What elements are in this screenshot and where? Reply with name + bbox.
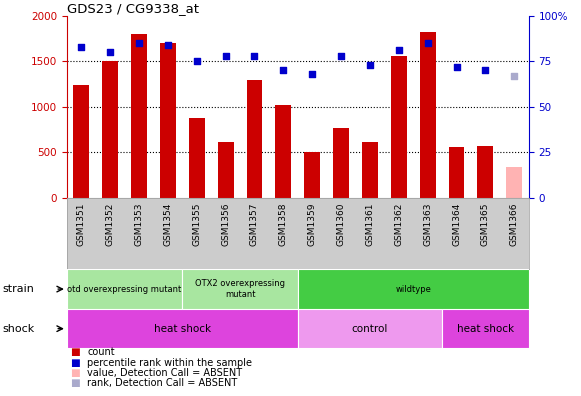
- Bar: [182, 269, 297, 309]
- Text: GSM1359: GSM1359: [308, 203, 317, 246]
- Bar: [333, 128, 349, 198]
- Text: GSM1354: GSM1354: [163, 203, 173, 246]
- Bar: [442, 309, 529, 348]
- Text: control: control: [352, 324, 388, 334]
- Text: GSM1356: GSM1356: [221, 203, 230, 246]
- Bar: [391, 56, 407, 198]
- Text: GSM1351: GSM1351: [77, 203, 86, 246]
- Text: heat shock: heat shock: [154, 324, 211, 334]
- Bar: [67, 309, 298, 348]
- Text: strain: strain: [3, 284, 35, 294]
- Text: GSM1363: GSM1363: [423, 203, 432, 246]
- Bar: [189, 118, 205, 198]
- Point: [192, 58, 202, 65]
- Bar: [362, 141, 378, 198]
- Text: heat shock: heat shock: [457, 324, 514, 334]
- Bar: [478, 146, 493, 198]
- Text: GSM1364: GSM1364: [452, 203, 461, 246]
- Text: OTX2 overexpressing
mutant: OTX2 overexpressing mutant: [195, 280, 285, 299]
- Text: GSM1362: GSM1362: [394, 203, 403, 246]
- Point: [77, 44, 86, 50]
- Text: GDS23 / CG9338_at: GDS23 / CG9338_at: [67, 2, 199, 15]
- Text: ■: ■: [70, 368, 80, 378]
- Text: GSM1358: GSM1358: [279, 203, 288, 246]
- Bar: [246, 80, 263, 198]
- Point: [134, 40, 144, 46]
- Bar: [131, 34, 147, 198]
- Text: GSM1357: GSM1357: [250, 203, 259, 246]
- Point: [250, 53, 259, 59]
- Text: value, Detection Call = ABSENT: value, Detection Call = ABSENT: [87, 368, 242, 378]
- Bar: [67, 269, 182, 309]
- Text: GSM1366: GSM1366: [510, 203, 519, 246]
- Point: [163, 42, 173, 48]
- Text: ■: ■: [70, 358, 80, 368]
- Point: [336, 53, 346, 59]
- Bar: [218, 141, 234, 198]
- Text: GSM1353: GSM1353: [134, 203, 144, 246]
- Point: [106, 49, 115, 55]
- Bar: [160, 43, 176, 198]
- Text: GSM1361: GSM1361: [365, 203, 374, 246]
- Bar: [449, 147, 464, 198]
- Point: [279, 67, 288, 74]
- Text: wildtype: wildtype: [395, 285, 431, 293]
- Text: GSM1355: GSM1355: [192, 203, 201, 246]
- Text: GSM1365: GSM1365: [481, 203, 490, 246]
- Point: [423, 40, 432, 46]
- Text: rank, Detection Call = ABSENT: rank, Detection Call = ABSENT: [87, 378, 238, 388]
- Bar: [102, 61, 118, 198]
- Bar: [73, 85, 89, 198]
- Bar: [419, 32, 436, 198]
- Bar: [298, 269, 529, 309]
- Point: [365, 62, 375, 68]
- Text: ■: ■: [70, 378, 80, 388]
- Text: shock: shock: [3, 324, 35, 334]
- Point: [480, 67, 490, 74]
- Text: GSM1352: GSM1352: [106, 203, 114, 246]
- Bar: [506, 167, 522, 198]
- Point: [510, 73, 519, 79]
- Bar: [304, 152, 320, 198]
- Point: [221, 53, 230, 59]
- Point: [452, 64, 461, 70]
- Point: [394, 47, 403, 53]
- Text: GSM1360: GSM1360: [336, 203, 346, 246]
- Bar: [298, 309, 442, 348]
- Text: count: count: [87, 347, 115, 358]
- Bar: [275, 105, 291, 198]
- Point: [307, 71, 317, 77]
- Text: otd overexpressing mutant: otd overexpressing mutant: [67, 285, 182, 293]
- Text: percentile rank within the sample: percentile rank within the sample: [87, 358, 252, 368]
- Text: ■: ■: [70, 347, 80, 358]
